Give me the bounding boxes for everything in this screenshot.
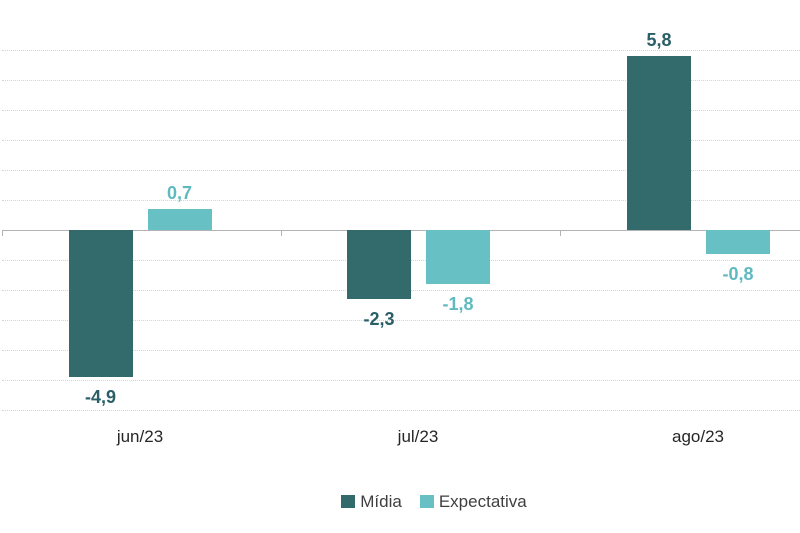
- gridline: [2, 320, 800, 321]
- gridline: [2, 350, 800, 351]
- legend-item-midia: Mídia: [341, 492, 402, 512]
- gridline: [2, 50, 800, 51]
- bar-mídia-jul-23: [347, 230, 411, 299]
- legend-item-expectativa: Expectativa: [419, 491, 527, 512]
- x-axis-tick: [2, 231, 3, 236]
- legend-swatch-midia-icon: [341, 495, 356, 508]
- bar-mídia-jun-23: [68, 230, 133, 377]
- gridline: [2, 380, 800, 381]
- x-axis-label-jul-23: jul/23: [397, 427, 439, 446]
- gridline: [2, 80, 800, 81]
- gridline: [2, 110, 800, 111]
- x-axis-tick: [281, 231, 282, 236]
- legend-swatch-expectativa-icon: [419, 495, 434, 508]
- legend: Mídia Expectativa: [34, 491, 800, 512]
- data-label-mídia-jul-23: -2,3: [363, 309, 395, 329]
- data-label-mídia-jun-23: -4,9: [84, 387, 117, 407]
- data-label-expectativa-ago-23: -0,8: [722, 264, 754, 284]
- data-label-mídia-ago-23: 5,8: [646, 30, 672, 50]
- gridline: [2, 170, 800, 171]
- bar-expectativa-jun-23: [147, 209, 212, 230]
- legend-label-expectativa: Expectativa: [438, 491, 527, 511]
- bar-expectativa-ago-23: [706, 230, 770, 254]
- data-label-expectativa-jul-23: -1,8: [442, 294, 474, 314]
- x-axis-tick: [560, 231, 561, 236]
- data-label-expectativa-jun-23: 0,7: [166, 183, 193, 203]
- gridline: [2, 200, 800, 201]
- bar-expectativa-jul-23: [426, 230, 490, 284]
- x-axis-label-jun-23: jun/23: [116, 427, 164, 446]
- gridline: [2, 140, 800, 141]
- gridline: [2, 410, 800, 411]
- legend-label-midia: Mídia: [360, 491, 402, 511]
- x-axis-label-ago-23: ago/23: [672, 427, 724, 446]
- bar-mídia-ago-23: [627, 56, 691, 230]
